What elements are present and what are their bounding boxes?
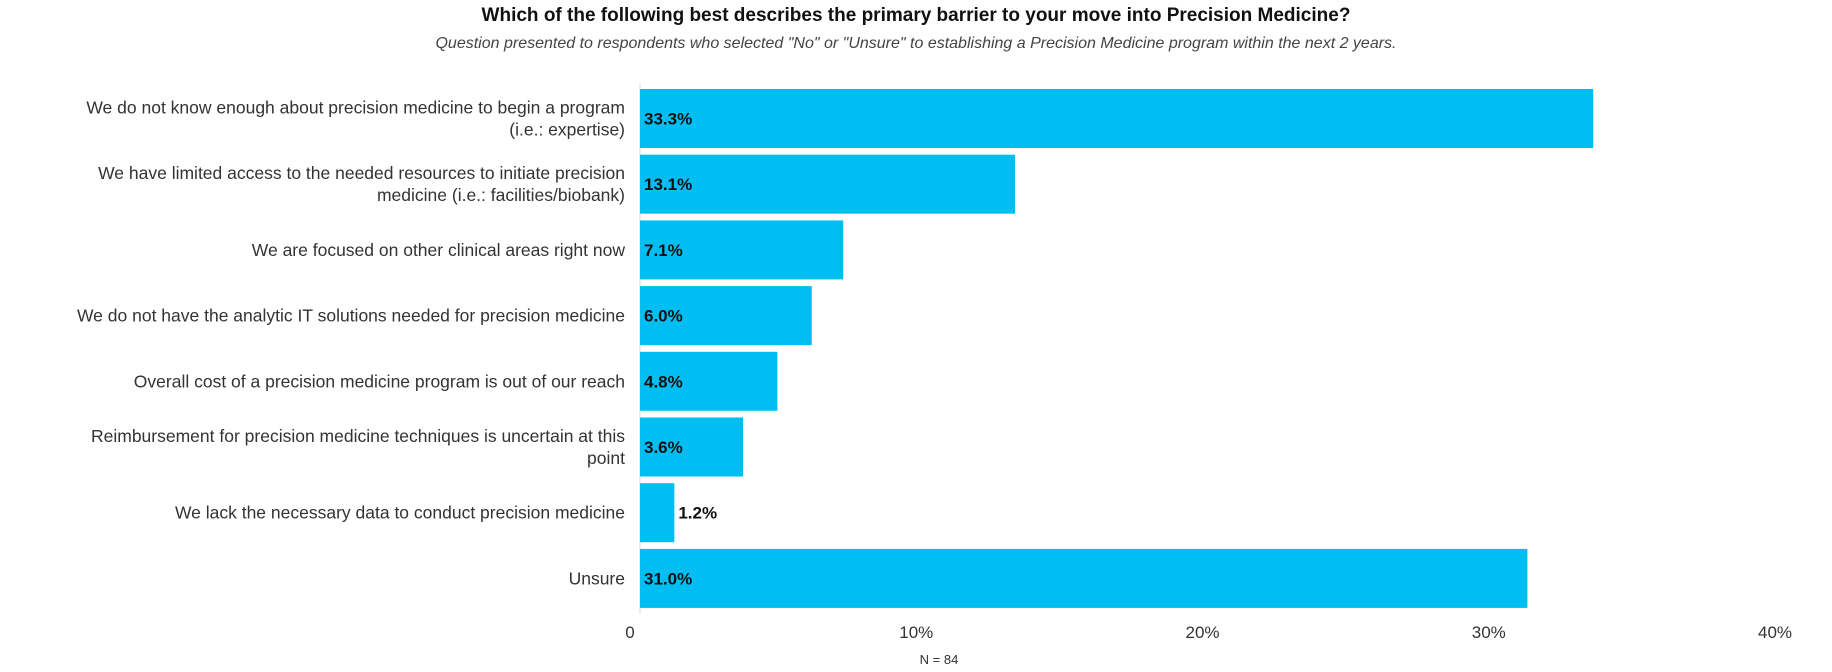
sample-size-footnote: N = 84 bbox=[920, 652, 959, 667]
chart-title: Which of the following best describes th… bbox=[482, 5, 1351, 26]
value-label: 1.2% bbox=[678, 504, 717, 523]
bar bbox=[640, 548, 1528, 608]
category-label: Overall cost of a precision medicine pro… bbox=[134, 371, 625, 391]
bar bbox=[640, 286, 812, 346]
value-label: 3.6% bbox=[644, 438, 683, 457]
category-label: Unsure bbox=[569, 568, 625, 588]
value-label: 4.8% bbox=[644, 372, 683, 391]
category-label: We have limited access to the needed res… bbox=[98, 163, 625, 205]
category-label: We do not have the analytic IT solutions… bbox=[77, 306, 625, 326]
chart-subtitle: Question presented to respondents who se… bbox=[435, 35, 1396, 52]
x-tick-label: 10% bbox=[899, 623, 933, 642]
value-label: 13.1% bbox=[644, 175, 692, 194]
bar bbox=[640, 351, 778, 411]
value-labels: 33.3% 13.1% 7.1% 6.0% 4.8% 3.6% 1.2% 31.0% bbox=[644, 110, 717, 589]
category-label: We do not know enough about precision me… bbox=[86, 98, 625, 140]
value-label: 31.0% bbox=[644, 569, 692, 588]
category-labels: We do not know enough about precision me… bbox=[77, 98, 625, 589]
x-tick-labels: 0 10% 20% 30% 40% bbox=[625, 623, 1792, 642]
category-label: We are focused on other clinical areas r… bbox=[252, 240, 626, 260]
category-label: We lack the necessary data to conduct pr… bbox=[175, 503, 625, 523]
value-label: 6.0% bbox=[644, 307, 683, 326]
value-label: 7.1% bbox=[644, 241, 683, 260]
x-tick-label: 0 bbox=[625, 623, 634, 642]
bar bbox=[640, 417, 744, 477]
x-tick-label: 30% bbox=[1472, 623, 1506, 642]
bar bbox=[640, 154, 1015, 214]
bar bbox=[640, 89, 1594, 148]
value-label: 33.3% bbox=[644, 110, 692, 129]
bar bbox=[640, 483, 675, 543]
x-tick-label: 40% bbox=[1758, 623, 1792, 642]
bar bbox=[640, 220, 844, 280]
category-label: Reimbursement for precision medicine tec… bbox=[91, 426, 625, 468]
bars bbox=[640, 89, 1594, 608]
x-tick-label: 20% bbox=[1185, 623, 1219, 642]
